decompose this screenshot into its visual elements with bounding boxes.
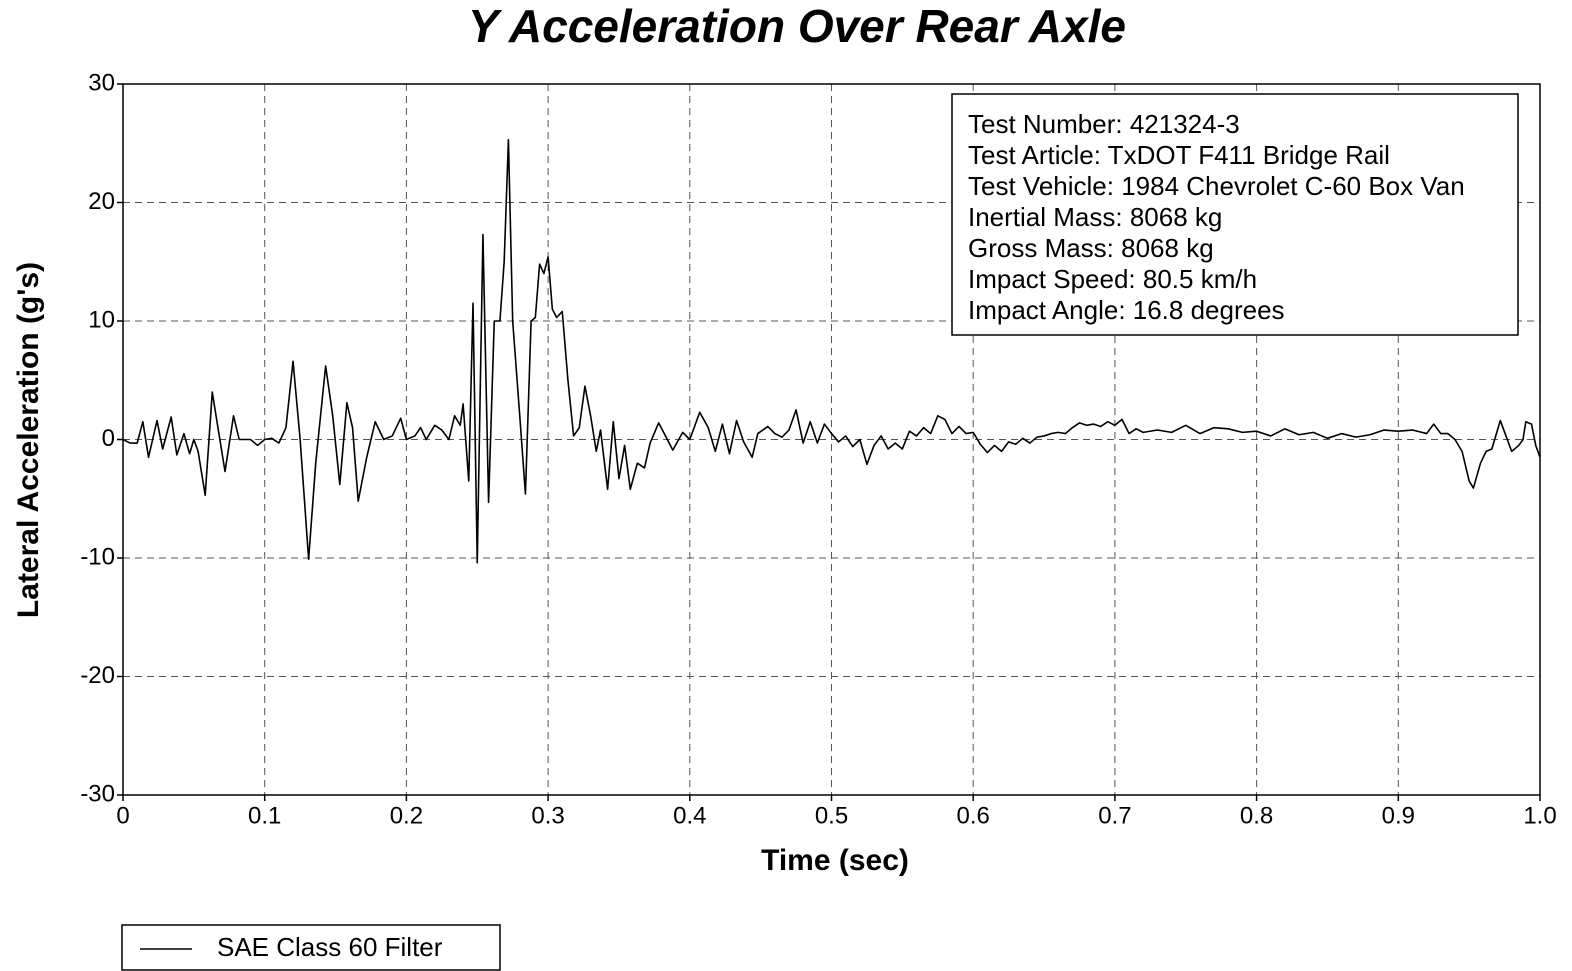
x-tick-label: 0.2 xyxy=(390,802,423,829)
chart-title: Y Acceleration Over Rear Axle xyxy=(468,0,1126,52)
info-line: Impact Speed: 80.5 km/h xyxy=(968,264,1257,294)
y-tick-label: 10 xyxy=(88,306,115,333)
data-line xyxy=(122,138,1541,564)
y-axis-label: Lateral Acceleration (g's) xyxy=(12,262,45,618)
x-tick-label: 0.8 xyxy=(1240,802,1273,829)
info-line: Impact Angle: 16.8 degrees xyxy=(968,295,1285,325)
info-line: Test Vehicle: 1984 Chevrolet C-60 Box Va… xyxy=(968,171,1465,201)
y-tick-label: -20 xyxy=(80,662,115,689)
x-tick-label: 0 xyxy=(116,802,129,829)
y-tick-label: -10 xyxy=(80,543,115,570)
legend-label: SAE Class 60 Filter xyxy=(217,932,443,962)
x-tick-label: 0.7 xyxy=(1098,802,1131,829)
x-tick-label: 1.0 xyxy=(1523,802,1556,829)
x-axis-label: Time (sec) xyxy=(761,844,909,877)
y-tick-label: -30 xyxy=(80,780,115,807)
plot-frame xyxy=(122,83,1541,796)
legend-box xyxy=(121,924,501,971)
info-line: Inertial Mass: 8068 kg xyxy=(968,202,1222,232)
x-tick-label: 0.9 xyxy=(1382,802,1415,829)
y-tick-label: 0 xyxy=(102,425,115,452)
y-tick-label: 30 xyxy=(88,69,115,96)
info-line: Test Article: TxDOT F411 Bridge Rail xyxy=(968,140,1390,170)
plot xyxy=(122,138,1541,564)
info-line: Test Number: 421324-3 xyxy=(968,109,1240,139)
x-tick-label: 0.1 xyxy=(248,802,281,829)
x-tick-label: 0.5 xyxy=(815,802,848,829)
legend: SAE Class 60 Filter xyxy=(140,932,443,962)
info-line: Gross Mass: 8068 kg xyxy=(968,233,1214,263)
x-tick-label: 0.4 xyxy=(673,802,706,829)
x-tick-label: 0.6 xyxy=(957,802,990,829)
x-tick-label: 0.3 xyxy=(531,802,564,829)
y-tick-label: 20 xyxy=(88,188,115,215)
info-box xyxy=(951,93,1519,336)
